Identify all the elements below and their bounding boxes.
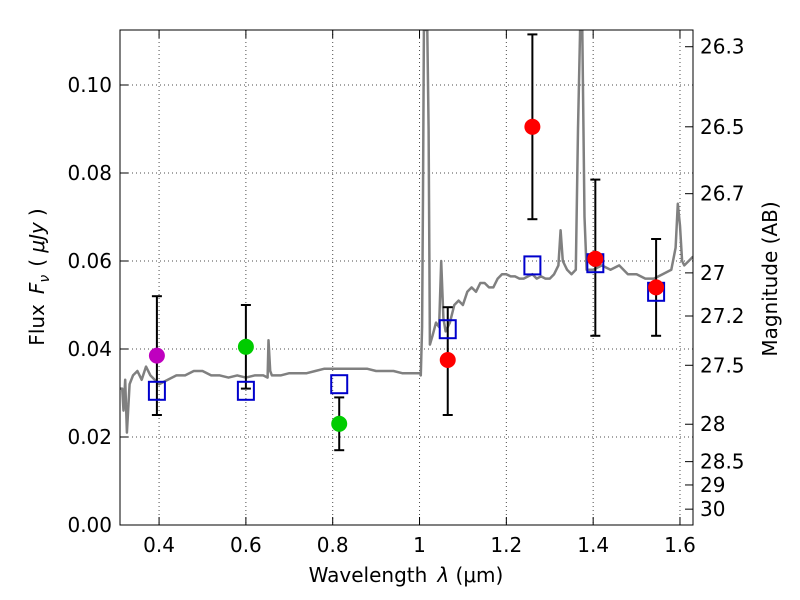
x-tick-label: 0.4 <box>143 533 175 557</box>
y2-axis-label: Magnitude (AB) <box>758 201 782 356</box>
y-axis-label: Flux Fν ( μJy) <box>25 208 53 345</box>
x-axis-label-prefix: Wavelength <box>309 563 428 587</box>
y2-tick-label: 29 <box>700 473 725 497</box>
y-tick-label: 0.08 <box>67 161 112 185</box>
axis-ticks: 0.4 0.6 0.8 1 1.2 1.4 1.6 0.00 0.02 0.04 0.06 0.08 0… <box>67 30 745 557</box>
y2-tick-label: 30 <box>700 497 725 521</box>
y2-tick-label: 28 <box>700 412 725 436</box>
y-axis-label-sub: ν <box>37 275 53 283</box>
model-square-marker <box>438 319 457 340</box>
y-tick-label: 0.04 <box>67 337 112 361</box>
grid-lines <box>120 30 693 526</box>
y2-tick-label: 26.7 <box>700 182 745 206</box>
y-tick-label: 0.06 <box>67 249 112 273</box>
y2-tick-label: 28.5 <box>700 450 745 474</box>
x-tick-label: 0.8 <box>317 533 349 557</box>
observed-point <box>331 415 348 432</box>
y2-tick-label: 26.5 <box>700 115 745 139</box>
x-tick-label: 1 <box>413 533 426 557</box>
x-tick-label: 1.2 <box>490 533 522 557</box>
x-axis-label-unit: (μm) <box>449 563 503 587</box>
y-tick-label: 0.00 <box>67 513 112 537</box>
y-axis-label-symbol: F <box>25 282 49 294</box>
y-tick-label: 0.10 <box>67 73 112 97</box>
observed-point <box>524 118 541 135</box>
y2-tick-label: 26.3 <box>700 35 745 59</box>
x-tick-label: 0.6 <box>230 533 262 557</box>
y-axis-label-prefix: Flux <box>25 304 49 346</box>
observed-point <box>587 250 604 267</box>
y-axis-label-close: ) <box>25 208 49 216</box>
y-tick-label: 0.02 <box>67 425 112 449</box>
y-axis-label-unit: μJy <box>25 221 49 259</box>
observed-point <box>148 347 165 364</box>
model-square-marker <box>236 380 255 401</box>
y2-tick-label: 27.2 <box>700 304 745 328</box>
observed-point <box>439 352 456 368</box>
x-axis-label: Wavelength λ (μm) <box>309 563 504 587</box>
x-tick-label: 1.4 <box>577 533 609 557</box>
spectrum-line <box>120 30 693 434</box>
plot-data <box>120 30 693 452</box>
model-square-marker <box>523 255 542 276</box>
model-square-marker <box>330 374 349 395</box>
observed-point <box>648 279 665 296</box>
observed-point <box>237 338 254 355</box>
x-tick-label: 1.6 <box>664 533 696 557</box>
y-axis-label-open: ( <box>25 259 49 267</box>
model-square-marker <box>147 380 166 401</box>
plot-frame <box>119 29 694 526</box>
x-axis-label-symbol: λ <box>436 563 449 587</box>
y2-tick-label: 27 <box>700 261 725 285</box>
y2-tick-label: 27.5 <box>700 353 745 377</box>
